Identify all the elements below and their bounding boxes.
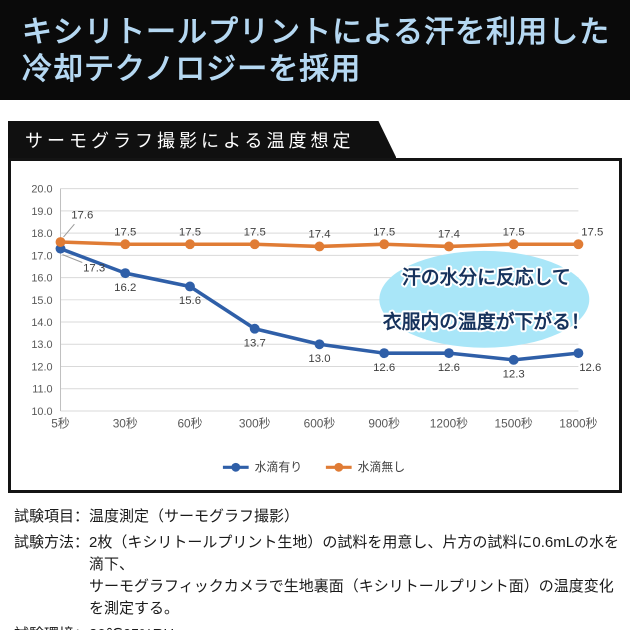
detail-value: 温度測定（サーモグラフ撮影） <box>89 508 300 525</box>
data-point-marker <box>443 348 454 359</box>
data-point-marker <box>314 339 325 350</box>
y-axis-tick-label: 19.0 <box>31 206 52 218</box>
legend-label: 水滴有り <box>255 460 303 474</box>
data-point-marker <box>249 239 260 250</box>
y-axis-tick-label: 13.0 <box>31 339 52 351</box>
y-axis-tick-label: 14.0 <box>31 317 52 329</box>
data-label: 12.6 <box>438 362 460 374</box>
data-point-marker <box>573 239 584 250</box>
chart-title-badge: サーモグラフ撮影による温度想定 <box>8 121 396 158</box>
data-label: 17.4 <box>438 229 460 241</box>
header-banner: キシリトールプリントによる汗を利用した 冷却テクノロジーを採用 <box>0 0 630 100</box>
x-axis-tick-label: 900秒 <box>368 417 400 431</box>
chart-title: サーモグラフ撮影による温度想定 <box>25 130 355 151</box>
data-point-marker <box>55 237 66 247</box>
data-point-marker <box>379 348 390 359</box>
data-point-marker <box>249 323 260 334</box>
y-axis-tick-label: 12.0 <box>31 361 52 373</box>
y-axis-tick-label: 10.0 <box>31 406 52 418</box>
data-label: 17.5 <box>503 226 525 238</box>
data-label: 12.6 <box>579 362 601 374</box>
legend-label: 水滴無し <box>358 460 406 474</box>
banner-line-2: 冷却テクノロジーを採用 <box>22 53 362 86</box>
y-axis-tick-label: 15.0 <box>31 295 52 307</box>
y-axis-tick-label: 18.0 <box>31 228 52 240</box>
detail-label: 試験方法： <box>14 534 90 551</box>
data-label: 16.2 <box>114 282 136 294</box>
y-axis-tick-label: 11.0 <box>32 384 52 396</box>
label-leader-line <box>62 254 83 263</box>
annotation-text-line1: 汗の水分に反応して <box>402 266 571 288</box>
test-details: 試験項目： 温度測定（サーモグラフ撮影） 試験方法： 2枚（キシリトールプリント生地）… <box>0 500 630 630</box>
data-point-marker <box>443 241 454 252</box>
y-axis-tick-label: 17.0 <box>31 250 52 262</box>
label-leader-line <box>63 223 75 238</box>
x-axis-tick-label: 60秒 <box>177 417 202 431</box>
data-point-marker <box>573 348 584 359</box>
legend-marker-dot <box>334 462 344 472</box>
temperature-line-chart: 10.0 11.0 12.0 13.0 14.0 15.0 16.0 17.0 18.0 19.0… <box>31 184 603 475</box>
test-detail-row: 試験環境：20℃65%RH <box>14 624 620 630</box>
data-label: 13.0 <box>308 353 330 365</box>
data-point-marker <box>185 281 195 292</box>
data-label: 13.7 <box>244 338 266 350</box>
data-label: 17.5 <box>244 226 266 238</box>
x-axis-tick-label: 5秒 <box>51 417 70 431</box>
chart-box: 10.0 11.0 12.0 13.0 14.0 15.0 16.0 17.0 18.0 19.0… <box>8 158 622 493</box>
data-point-marker <box>379 239 390 250</box>
data-point-marker <box>185 239 195 250</box>
data-point-marker <box>508 354 519 365</box>
annotation-text-line2: 衣服内の温度が下がる！ <box>383 310 590 332</box>
test-detail-row: 試験方法： 2枚（キシリトールプリント生地）の試料を用意し、片方の試料に0.6mL… <box>14 532 620 620</box>
x-axis-tick-label: 1200秒 <box>430 417 468 431</box>
banner-line-1: キシリトールプリントによる汗を利用した <box>22 16 611 49</box>
legend-marker-dot <box>231 462 241 472</box>
test-detail-row: 試験項目： 温度測定（サーモグラフ撮影） <box>14 506 620 528</box>
data-label: 17.5 <box>581 226 603 238</box>
data-point-marker <box>120 268 131 279</box>
data-label: 17.4 <box>308 229 330 241</box>
x-axis-tick-label: 30秒 <box>113 417 138 431</box>
data-label: 12.6 <box>373 362 395 374</box>
y-axis-tick-label: 16.0 <box>31 273 52 285</box>
x-axis-tick-label: 600秒 <box>304 417 336 431</box>
y-axis-tick-label: 20.0 <box>31 184 52 196</box>
detail-label: 試験環境： <box>14 624 89 630</box>
data-label: 17.5 <box>179 226 201 238</box>
data-label: 15.6 <box>179 295 201 307</box>
detail-label: 試験項目： <box>14 508 90 525</box>
data-label: 17.6 <box>71 209 93 221</box>
data-point-marker <box>120 239 131 250</box>
data-label: 17.5 <box>114 226 136 238</box>
data-label: 17.3 <box>83 262 105 274</box>
data-point-marker <box>508 239 519 250</box>
x-axis-tick-label: 1800秒 <box>559 417 597 431</box>
x-axis-tick-label: 300秒 <box>239 417 271 431</box>
annotation-bubble <box>379 250 590 348</box>
x-axis-tick-label: 1500秒 <box>495 417 533 431</box>
detail-value: 2枚（キシリトールプリント生地）の試料を用意し、片方の試料に0.6mLの水を滴下… <box>89 534 620 617</box>
detail-value: 20℃65%RH <box>89 624 620 630</box>
data-label: 12.3 <box>503 369 525 381</box>
data-point-marker <box>314 241 325 252</box>
data-label: 17.5 <box>373 226 395 238</box>
